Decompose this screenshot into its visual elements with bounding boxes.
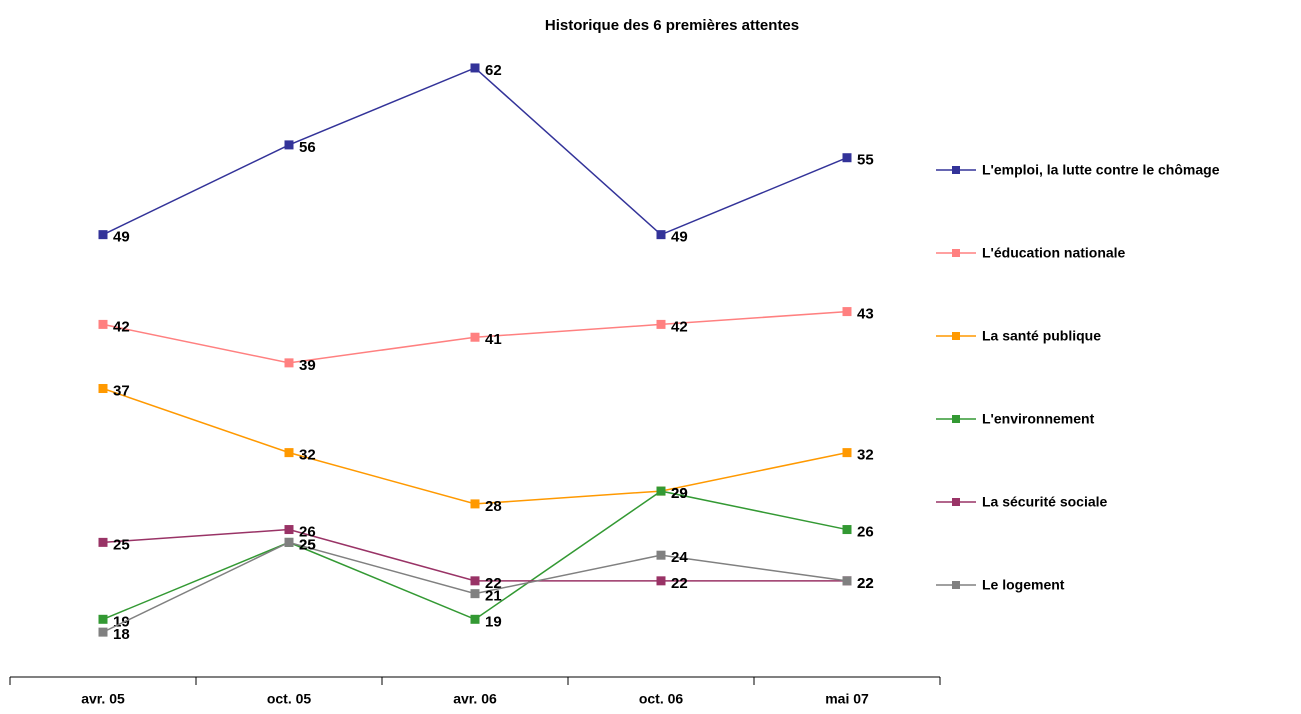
- data-label: 49: [113, 229, 130, 246]
- marker: [284, 140, 294, 150]
- marker: [470, 576, 480, 586]
- data-label: 25: [113, 536, 130, 553]
- x-tick-label: oct. 05: [267, 691, 312, 707]
- data-label: 21: [485, 588, 502, 605]
- data-label: 42: [113, 318, 130, 335]
- data-label: 55: [857, 152, 874, 169]
- data-label: 22: [857, 575, 874, 592]
- legend-marker: [952, 249, 960, 257]
- marker: [98, 319, 108, 329]
- marker: [470, 614, 480, 624]
- x-tick-label: avr. 06: [453, 691, 497, 707]
- data-label: 22: [671, 575, 688, 592]
- data-label: 42: [671, 318, 688, 335]
- series-line: [102, 387, 848, 505]
- marker: [470, 589, 480, 599]
- marker: [656, 319, 666, 329]
- data-label: 28: [485, 498, 502, 515]
- data-label: 26: [299, 524, 316, 541]
- x-tick-label: oct. 06: [639, 691, 684, 707]
- marker: [98, 614, 108, 624]
- series-line: [102, 490, 848, 621]
- data-label: 29: [671, 485, 688, 502]
- marker: [470, 499, 480, 509]
- marker: [470, 63, 480, 73]
- chart-title: Historique des 6 premières attentes: [545, 17, 799, 34]
- legend-label: L'environnement: [982, 411, 1095, 427]
- marker: [656, 576, 666, 586]
- marker: [98, 537, 108, 547]
- data-label: 32: [299, 447, 316, 464]
- data-label: 62: [485, 62, 502, 79]
- data-label: 25: [299, 536, 316, 553]
- data-label: 37: [113, 382, 130, 399]
- marker: [842, 307, 852, 317]
- data-label: 56: [299, 139, 316, 156]
- marker: [656, 550, 666, 560]
- x-tick-label: mai 07: [825, 691, 869, 707]
- marker: [98, 627, 108, 637]
- series-line: [102, 67, 848, 236]
- data-label: 22: [857, 575, 874, 592]
- legend-label: L'emploi, la lutte contre le chômage: [982, 162, 1220, 178]
- marker: [284, 358, 294, 368]
- data-label: 24: [671, 549, 688, 566]
- marker: [284, 537, 294, 547]
- legend-label: Le logement: [982, 577, 1065, 593]
- marker: [842, 448, 852, 458]
- x-tick-label: avr. 05: [81, 691, 125, 707]
- marker: [842, 153, 852, 163]
- marker: [656, 230, 666, 240]
- data-label: 32: [857, 447, 874, 464]
- legend-marker: [952, 581, 960, 589]
- legend-marker: [952, 332, 960, 340]
- data-label: 26: [857, 524, 874, 541]
- legend-label: La santé publique: [982, 328, 1101, 344]
- legend-marker: [952, 415, 960, 423]
- data-label: 41: [485, 331, 502, 348]
- marker: [284, 448, 294, 458]
- legend-label: L'éducation nationale: [982, 245, 1126, 261]
- data-label: 22: [485, 575, 502, 592]
- data-label: 43: [857, 306, 874, 323]
- legend-marker: [952, 498, 960, 506]
- marker: [98, 384, 108, 394]
- legend-marker: [952, 166, 960, 174]
- marker: [842, 576, 852, 586]
- data-label: 18: [113, 626, 130, 643]
- legend-label: La sécurité sociale: [982, 494, 1108, 510]
- marker: [656, 486, 666, 496]
- marker: [98, 230, 108, 240]
- marker: [284, 525, 294, 535]
- marker: [842, 525, 852, 535]
- data-label: 19: [485, 613, 502, 630]
- marker: [470, 332, 480, 342]
- data-label: 29: [671, 485, 688, 502]
- data-label: 49: [671, 229, 688, 246]
- data-label: 39: [299, 357, 316, 374]
